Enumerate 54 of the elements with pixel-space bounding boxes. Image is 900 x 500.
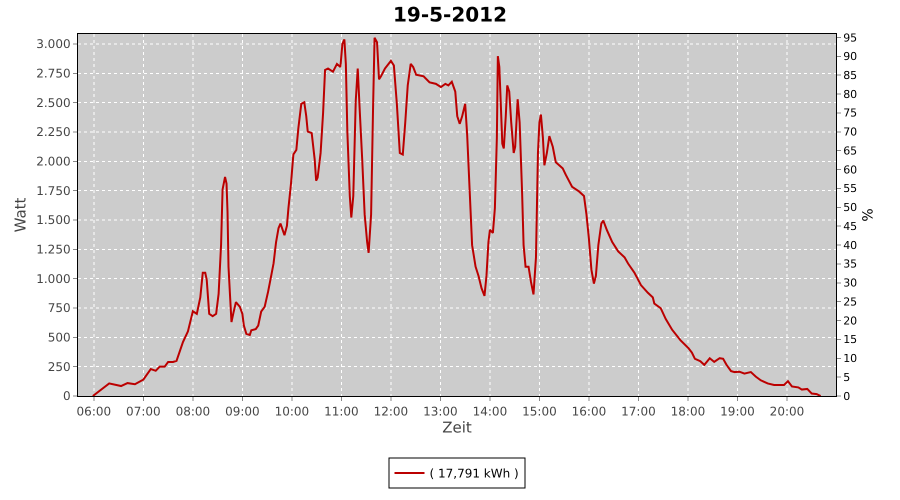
y2-tick-label: 55 bbox=[843, 182, 858, 196]
y-tick-label: 250 bbox=[48, 360, 71, 374]
chart-title: 19-5-2012 bbox=[392, 2, 508, 26]
x-tick-label: 17:00 bbox=[621, 404, 656, 418]
x-tick-label: 18:00 bbox=[670, 404, 706, 418]
y2-tick-label: 85 bbox=[843, 68, 858, 82]
y2-tick-label: 50 bbox=[843, 201, 858, 214]
y2-tick-label: 25 bbox=[843, 295, 858, 308]
x-tick-label: 19:00 bbox=[720, 404, 755, 418]
x-tick-label: 09:00 bbox=[225, 404, 260, 418]
y2-tick-label: 65 bbox=[843, 144, 858, 158]
y-tick-label: 1.000 bbox=[36, 272, 71, 286]
y2-tick-label: 15 bbox=[843, 333, 858, 346]
y-tick-label: 2.500 bbox=[36, 96, 71, 110]
y2-tick-label: 95 bbox=[843, 31, 858, 44]
legend-label: ( 17,791 kWh ) bbox=[430, 466, 519, 481]
y2-axis-title: % bbox=[860, 208, 876, 222]
y2-tick-label: 30 bbox=[843, 276, 858, 290]
x-tick-label: 15:00 bbox=[522, 404, 557, 418]
y-tick-label: 1.250 bbox=[36, 242, 71, 257]
y2-tick-label: 40 bbox=[843, 238, 858, 252]
x-tick-label: 06:00 bbox=[76, 404, 112, 418]
y2-tick-label: 60 bbox=[843, 163, 858, 176]
y2-tick-label: 45 bbox=[843, 220, 858, 233]
y-tick-label: 2.250 bbox=[36, 125, 71, 140]
y-tick-label: 1.500 bbox=[36, 213, 71, 228]
x-tick-label: 11:00 bbox=[324, 404, 359, 418]
line-series bbox=[92, 36, 822, 396]
x-tick-label: 13:00 bbox=[423, 404, 458, 418]
y-tick-label: 2.000 bbox=[36, 154, 71, 169]
x-tick-label: 08:00 bbox=[176, 404, 210, 418]
x-tick-label: 10:00 bbox=[274, 404, 310, 418]
y-tick-label: 0 bbox=[62, 389, 71, 404]
y2-tick-label: 35 bbox=[843, 258, 858, 271]
x-tick-label: 20:00 bbox=[770, 404, 804, 418]
y2-tick-label: 90 bbox=[843, 50, 858, 64]
y-tick-label: 1.750 bbox=[36, 184, 71, 198]
y2-tick-label: 80 bbox=[843, 88, 858, 101]
y-axis-title: Watt bbox=[11, 197, 30, 232]
x-axis-title: Zeit bbox=[442, 418, 472, 436]
y2-tick-label: 0 bbox=[843, 390, 850, 403]
x-tick-label: 16:00 bbox=[572, 404, 606, 418]
x-tick-label: 14:00 bbox=[472, 404, 508, 418]
y2-tick-label: 20 bbox=[843, 314, 858, 328]
y-tick-label: 3.000 bbox=[36, 37, 71, 52]
y2-tick-label: 5 bbox=[843, 370, 850, 384]
x-tick-label: 07:00 bbox=[126, 404, 161, 418]
y2-tick-label: 75 bbox=[843, 106, 858, 120]
y-tick-label: 2.750 bbox=[36, 66, 71, 81]
x-tick-label: 12:00 bbox=[374, 404, 408, 418]
y-tick-label: 750 bbox=[48, 301, 71, 316]
y2-tick-label: 10 bbox=[843, 352, 858, 366]
y2-tick-label: 70 bbox=[843, 126, 858, 139]
y-tick-label: 500 bbox=[48, 330, 71, 345]
